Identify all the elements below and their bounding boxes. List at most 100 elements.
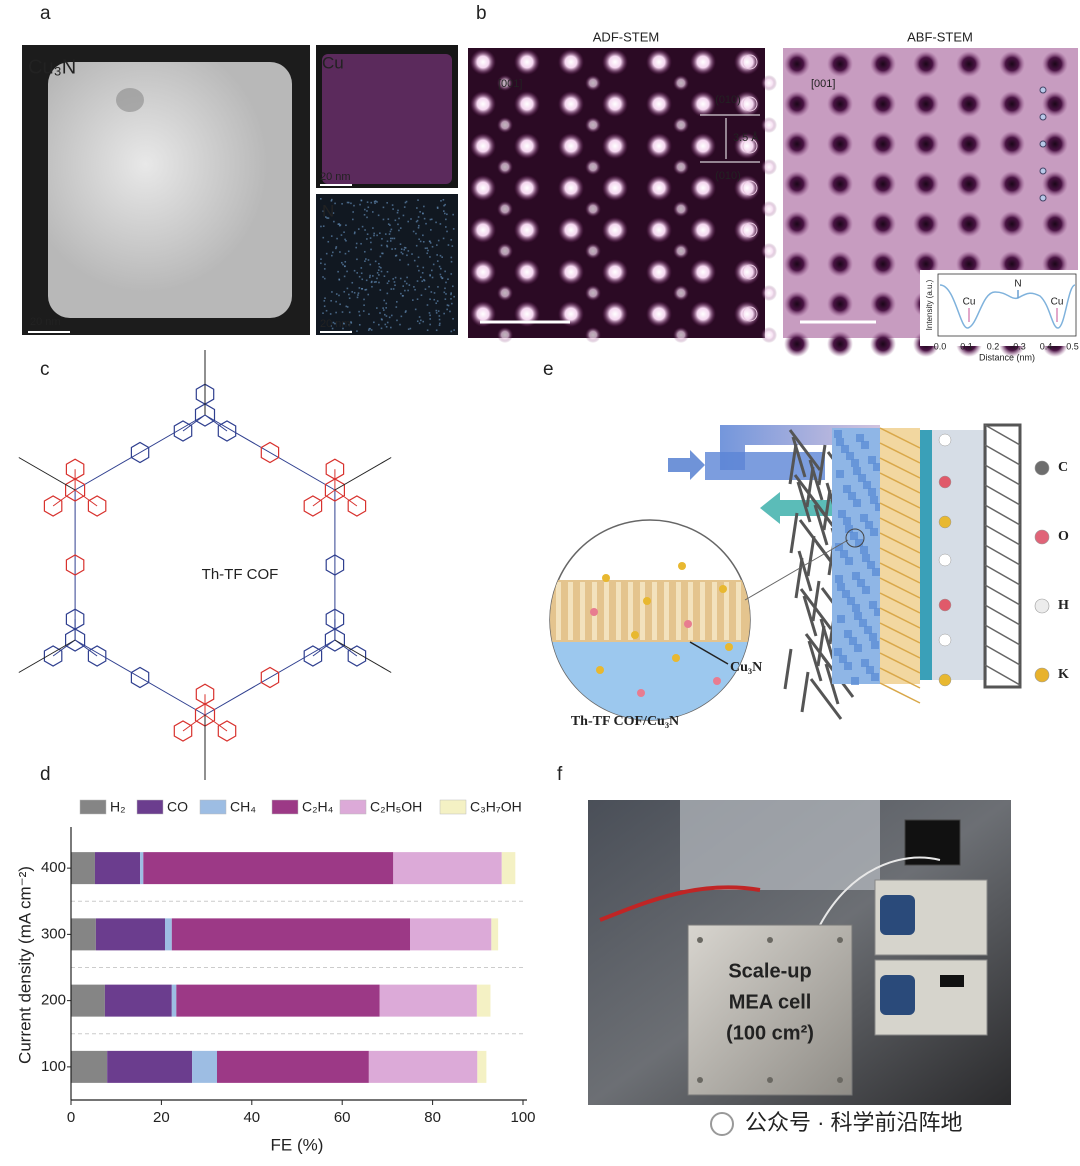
- frame-truss: [984, 584, 1021, 606]
- atom-column: [602, 175, 628, 201]
- n-speckle: [413, 286, 415, 288]
- n-speckle: [379, 232, 381, 235]
- bond: [204, 414, 336, 491]
- n-speckle: [444, 270, 446, 273]
- n-speckle: [419, 211, 421, 213]
- carbon-fiber: [789, 512, 799, 554]
- catalyst-particle: [856, 434, 864, 442]
- atom-column: [870, 91, 896, 117]
- n-speckle: [356, 330, 358, 332]
- n-speckle: [413, 259, 416, 262]
- atom-column: [784, 171, 810, 197]
- n-speckle: [355, 242, 358, 245]
- cof-mesh: [879, 637, 921, 659]
- atom-column: [690, 259, 716, 285]
- membrane: [920, 430, 932, 680]
- n-speckle: [398, 217, 400, 220]
- cof-mesh: [879, 427, 921, 449]
- n-speckle: [355, 246, 357, 249]
- n-speckle: [335, 246, 338, 248]
- n-speckle: [334, 322, 336, 325]
- n-speckle: [386, 202, 388, 204]
- catalyst-particle: [861, 659, 869, 667]
- n-speckle: [384, 313, 386, 316]
- n-speckle: [379, 289, 382, 291]
- atom-column-small: [585, 117, 601, 133]
- n-speckle: [410, 218, 412, 220]
- n-speckle: [450, 330, 453, 333]
- atom-column-small: [673, 285, 689, 301]
- atom-column: [784, 331, 810, 357]
- zoom-ion: [672, 654, 680, 662]
- n-speckle: [444, 203, 446, 206]
- atom-column: [734, 49, 760, 75]
- n-speckle: [373, 281, 376, 283]
- n-speckle: [363, 213, 366, 216]
- atom-marker: [742, 180, 758, 196]
- n-speckle: [399, 259, 401, 261]
- n-speckle: [443, 204, 445, 207]
- n-speckle: [342, 263, 344, 266]
- bar-segment: [95, 918, 166, 951]
- n-speckle: [431, 276, 434, 279]
- zoom-pore: [712, 582, 717, 640]
- n-speckle: [366, 233, 369, 235]
- n-speckle: [331, 327, 334, 330]
- n-speckle: [382, 307, 384, 309]
- frame-truss: [984, 484, 1021, 506]
- n-speckle: [320, 262, 322, 265]
- atom-column: [956, 131, 982, 157]
- n-speckle: [423, 205, 425, 208]
- n-speckle: [435, 309, 438, 312]
- n-map: [316, 194, 458, 335]
- n-speckle: [424, 247, 427, 250]
- atom-column: [734, 301, 760, 327]
- frame-truss: [984, 624, 1021, 646]
- catalyst-particle: [835, 543, 843, 551]
- atom-column: [913, 171, 939, 197]
- n-speckle: [340, 234, 343, 236]
- n-speckle: [362, 310, 365, 312]
- atom-column-small: [497, 243, 513, 259]
- n-speckle: [338, 223, 341, 225]
- n-speckle: [445, 226, 447, 228]
- n-speckle: [348, 293, 350, 296]
- catalyst-particle: [868, 488, 876, 496]
- catalyst-particle: [844, 662, 852, 670]
- n-speckle: [417, 256, 420, 259]
- atom-column: [999, 51, 1025, 77]
- catalyst-particle: [839, 655, 847, 663]
- n-speckle: [345, 224, 347, 227]
- n-speckle: [400, 315, 403, 318]
- x-tick-label: 100: [510, 1109, 535, 1126]
- n-speckle: [346, 306, 349, 308]
- bolt: [837, 937, 843, 943]
- n-speckle: [387, 223, 390, 225]
- n-speckle: [429, 240, 431, 243]
- atom-column: [470, 49, 496, 75]
- n-speckle: [370, 281, 373, 284]
- n-speckle: [339, 251, 341, 253]
- atom-column: [956, 51, 982, 77]
- n-speckle: [353, 269, 356, 272]
- bolt: [697, 937, 703, 943]
- peak-label: Cu: [1051, 297, 1064, 308]
- cof-mesh: [879, 532, 921, 554]
- atom-column: [999, 211, 1025, 237]
- atom-column: [827, 131, 853, 157]
- n-speckle: [360, 272, 363, 275]
- cof-mesh: [879, 667, 921, 689]
- intensity-profile: [939, 284, 1076, 329]
- n-speckle: [453, 329, 455, 331]
- benzene-ring: [260, 441, 280, 464]
- n-speckle: [325, 309, 328, 312]
- n-speckle: [324, 297, 326, 299]
- zoom-pore: [640, 582, 645, 640]
- n-speckle: [400, 251, 403, 254]
- n-speckle: [366, 238, 368, 240]
- n-speckle: [402, 214, 405, 217]
- inset-tick-label: 0.1: [960, 341, 973, 351]
- panel-label: b: [476, 3, 487, 24]
- n-speckle: [450, 297, 452, 300]
- atom-column: [690, 133, 716, 159]
